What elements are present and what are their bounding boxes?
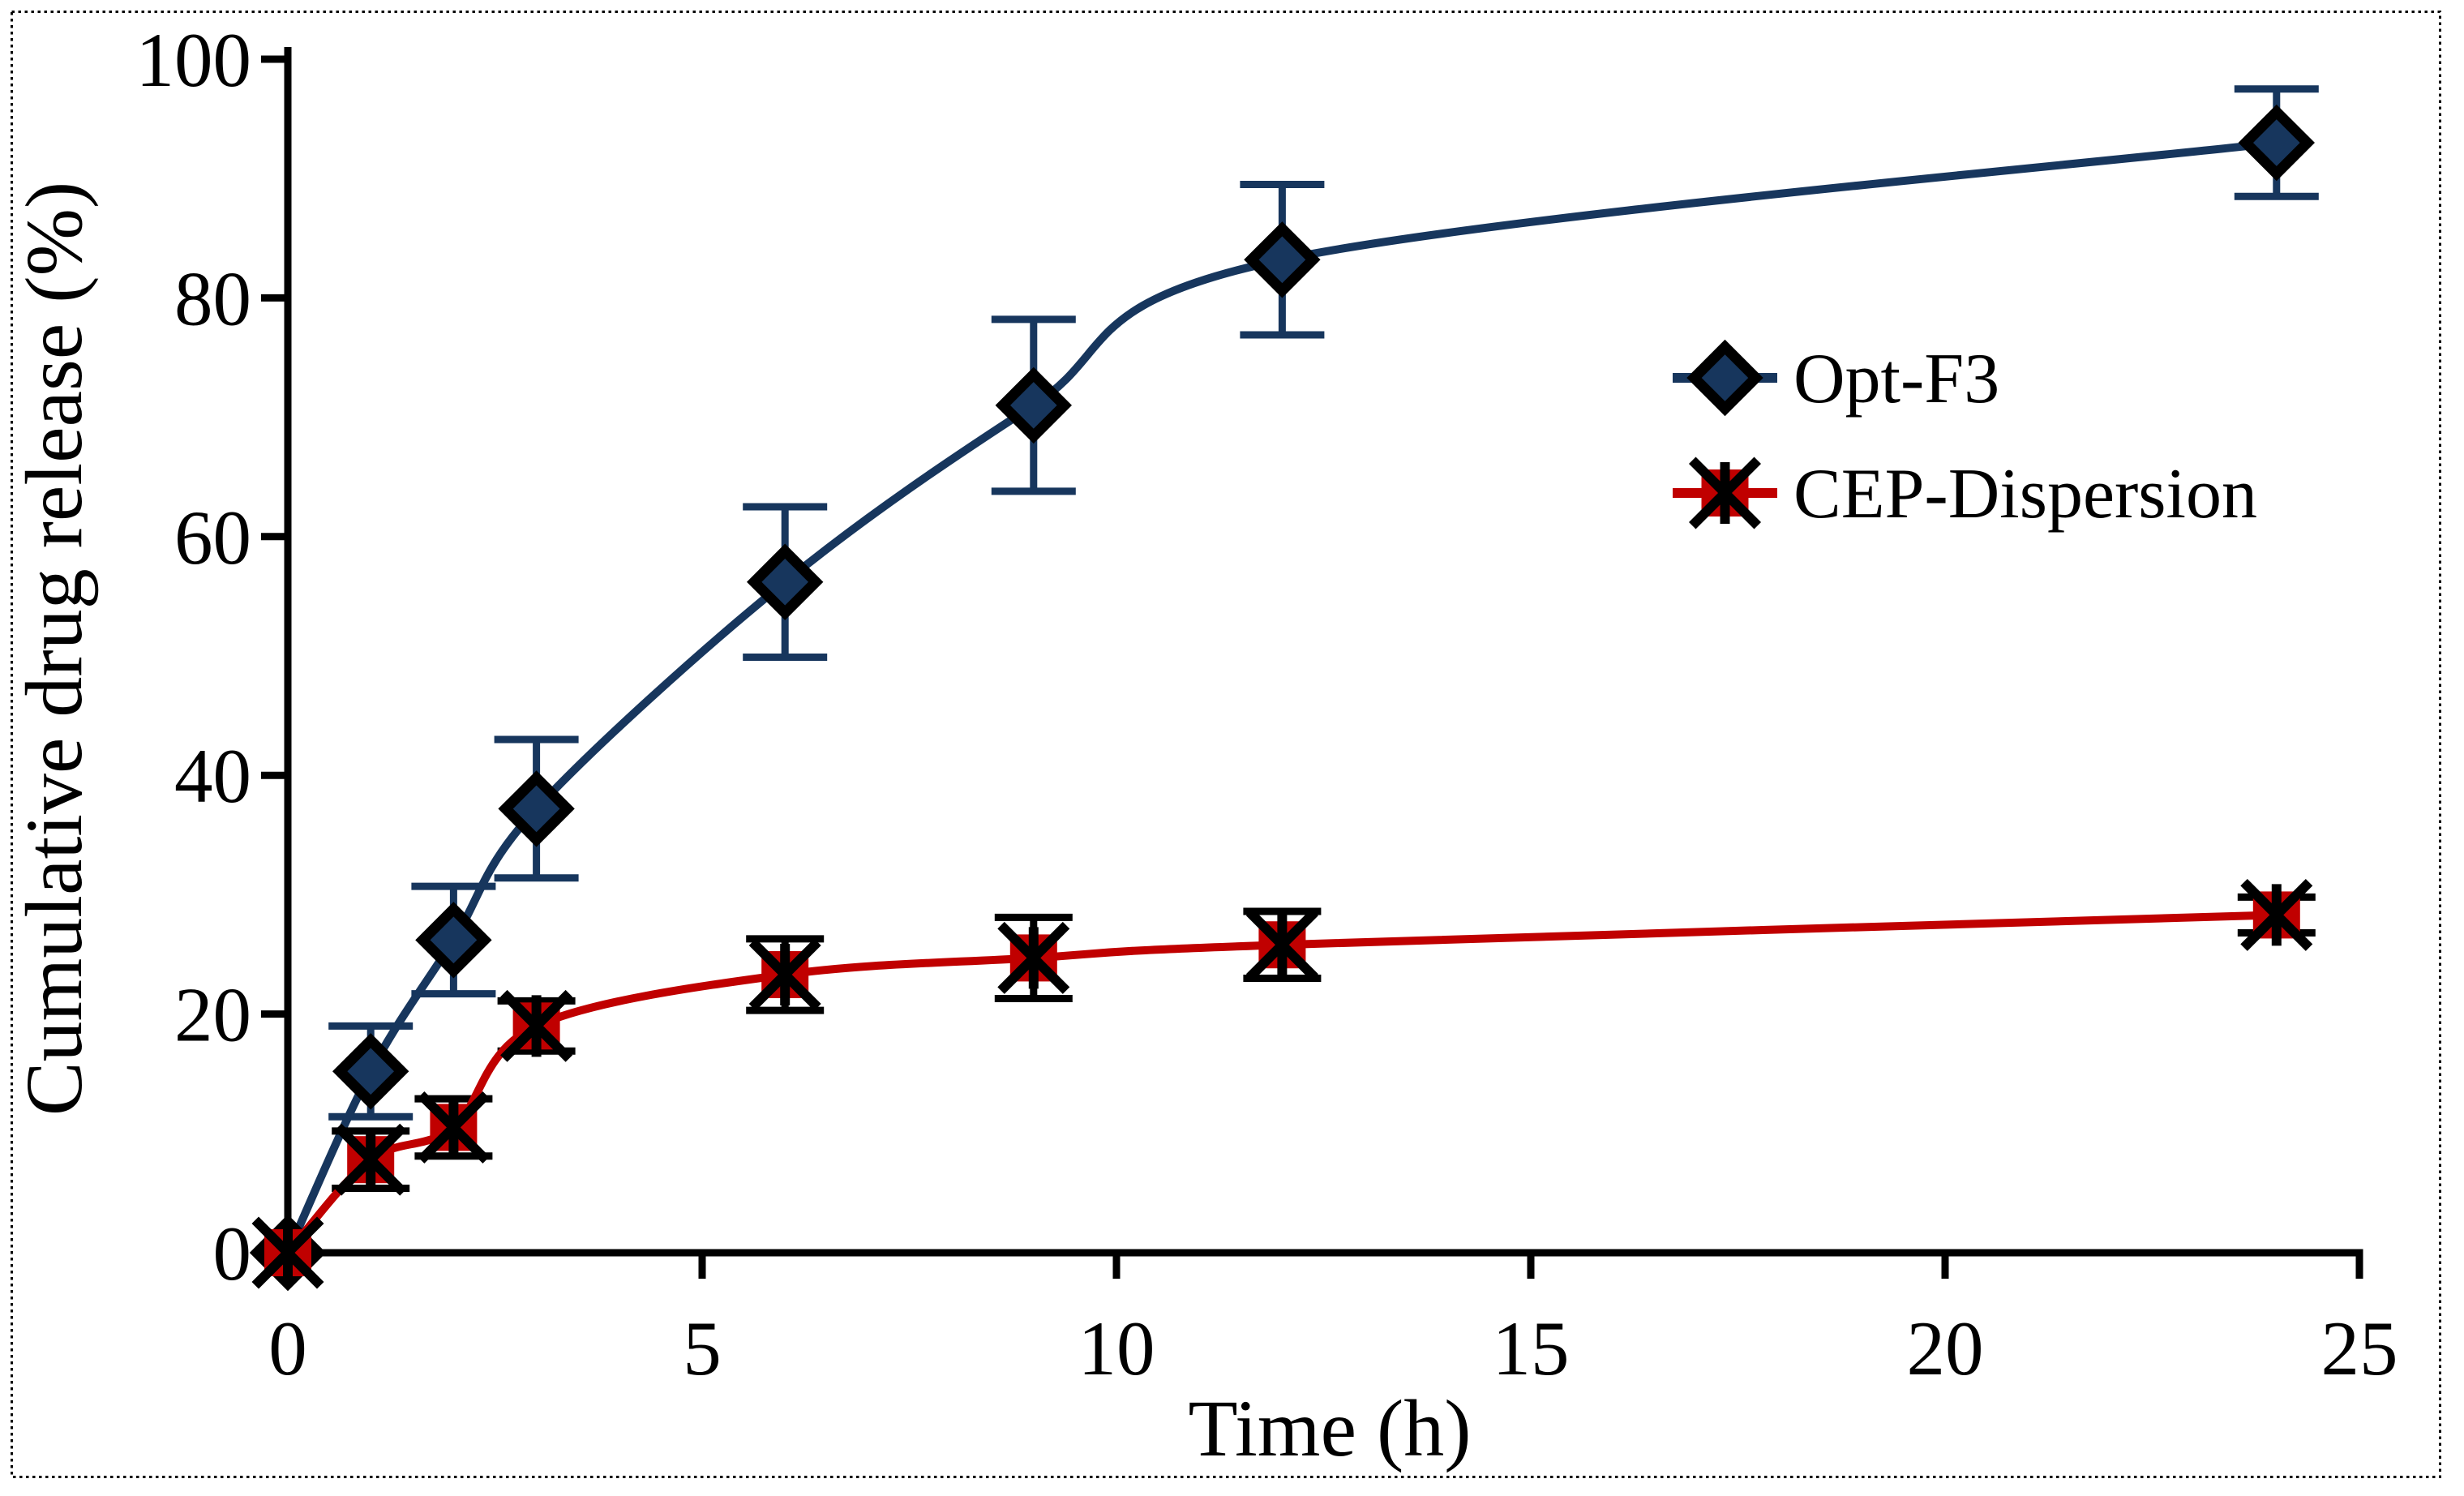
y-tick-label: 20 xyxy=(174,972,251,1058)
y-tick-label: 60 xyxy=(174,495,251,581)
diamond-marker xyxy=(1244,221,1321,298)
diamond-marker xyxy=(332,1033,409,1110)
y-tick-label: 100 xyxy=(136,17,252,103)
asterisk-marker-glyph xyxy=(500,989,573,1062)
asterisk-marker-glyph xyxy=(251,1216,324,1289)
figure-border xyxy=(11,11,2441,1478)
asterisk-marker-glyph xyxy=(997,921,1070,994)
series-line xyxy=(285,911,2277,1256)
axes: 0 20 40 60 80 100 0 5 10 15 20 25 xyxy=(136,17,2398,1391)
asterisk-marker-glyph xyxy=(334,1123,407,1196)
asterisk-marker-glyph xyxy=(2240,878,2313,951)
asterisk-marker-glyph xyxy=(748,938,821,1011)
y-tick-label: 40 xyxy=(174,733,251,819)
x-tick-label: 15 xyxy=(1493,1305,1570,1391)
legend-label: CEP-Dispersion xyxy=(1793,455,2257,534)
y-tick-label: 0 xyxy=(213,1211,252,1297)
diamond-marker xyxy=(1686,339,1763,417)
x-tick-label: 25 xyxy=(2321,1305,2398,1391)
diamond-marker xyxy=(2238,104,2315,182)
diamond-marker xyxy=(498,770,575,847)
series-line xyxy=(284,139,2278,1255)
y-axis-title: Cumulative drug release (%) xyxy=(9,182,99,1116)
diamond-marker xyxy=(415,902,492,979)
diamond-marker xyxy=(747,543,824,620)
legend-entry-cep-dispersion: CEP-Dispersion xyxy=(1673,455,2257,534)
asterisk-marker-glyph xyxy=(417,1091,490,1164)
legend-entry-opt-f3: Opt-F3 xyxy=(1673,339,1999,418)
asterisk-marker-glyph xyxy=(1689,457,1761,529)
diamond-marker xyxy=(995,366,1072,444)
y-tick-label: 80 xyxy=(174,255,251,341)
x-tick-label: 20 xyxy=(1907,1305,1984,1391)
legend: Opt-F3 CEP-Dispersion xyxy=(1673,339,2257,534)
x-tick-label: 10 xyxy=(1078,1305,1155,1391)
x-axis-title: Time (h) xyxy=(1188,1383,1471,1473)
legend-label: Opt-F3 xyxy=(1793,340,1999,418)
x-tick-label: 5 xyxy=(683,1305,722,1391)
asterisk-marker-glyph xyxy=(1245,908,1318,981)
series-opt-f3 xyxy=(249,85,2319,1292)
x-tick-label: 0 xyxy=(268,1305,307,1391)
series-cep-dispersion xyxy=(251,878,2316,1289)
